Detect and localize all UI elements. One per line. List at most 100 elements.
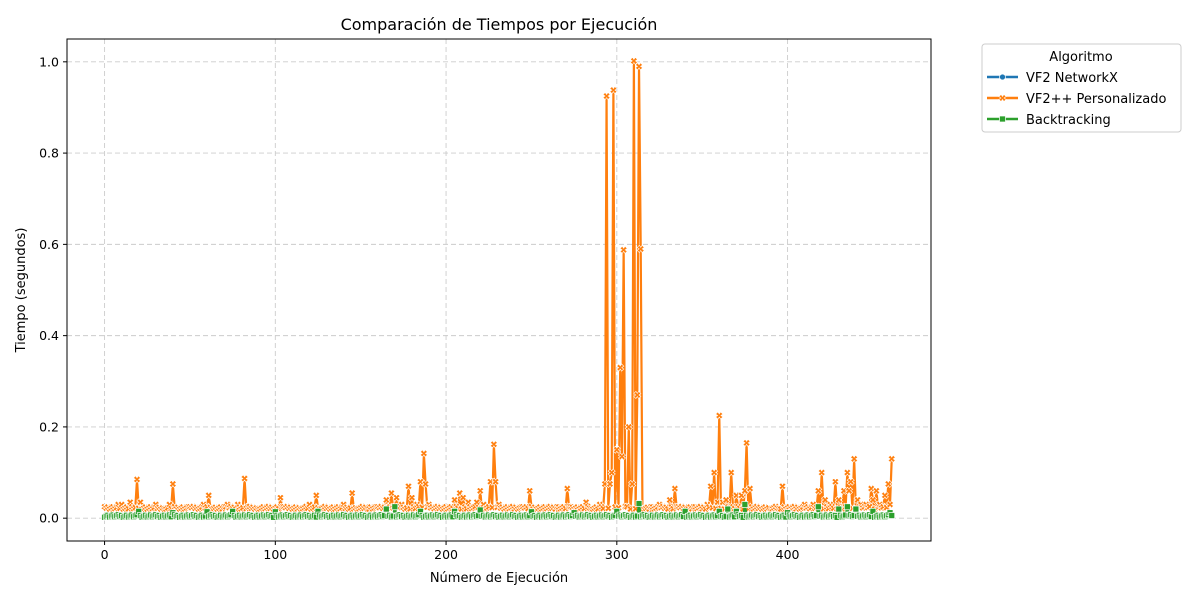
y-tick-label: 0.0 <box>39 511 59 526</box>
data-point <box>204 491 213 500</box>
data-point <box>168 479 177 489</box>
data-point <box>450 495 459 504</box>
legend-frame <box>981 43 1182 133</box>
data-point <box>872 486 881 495</box>
series-line <box>103 59 893 513</box>
data-point <box>629 56 638 65</box>
plot-frame <box>66 38 932 542</box>
y-tick-label: 0.4 <box>39 328 59 343</box>
data-point <box>476 486 485 495</box>
data-point <box>778 482 787 491</box>
grid <box>67 39 931 541</box>
data-point <box>834 495 843 504</box>
data-point <box>634 62 644 71</box>
data-point <box>844 486 854 495</box>
data-point <box>605 479 615 489</box>
y-tick-label: 0.6 <box>39 237 59 252</box>
y-tick-label: 1.0 <box>39 54 59 69</box>
data-point <box>724 505 732 513</box>
data-point <box>850 454 859 463</box>
data-point <box>491 477 500 486</box>
data-point <box>814 486 823 495</box>
data-point <box>276 493 285 502</box>
legend-entry: VF2++ Personalizado <box>987 92 1166 107</box>
data-point <box>831 477 840 486</box>
axis-ticks: 0 100 200 300 400 0.0 0.2 0.4 0.6 0.8 1.0 <box>39 54 799 562</box>
series-backtracking <box>101 500 896 521</box>
data-point <box>710 468 719 477</box>
data-point <box>489 440 498 449</box>
data-point <box>392 493 401 502</box>
data-point <box>706 482 715 491</box>
data-point <box>887 454 896 463</box>
data-point <box>884 479 893 489</box>
data-point <box>382 505 390 513</box>
data-point <box>885 500 895 509</box>
data-point <box>240 474 249 483</box>
data-point <box>607 468 616 477</box>
legend-swatch-marker <box>999 115 1006 123</box>
legend-entry: Backtracking <box>987 113 1111 128</box>
data-point <box>633 390 642 400</box>
data-point <box>563 484 572 493</box>
data-point <box>741 501 749 508</box>
legend-label: Backtracking <box>1026 113 1111 128</box>
x-tick-label: 0 <box>101 547 109 562</box>
data-point <box>636 244 645 253</box>
data-point <box>628 479 637 489</box>
data-point <box>312 491 321 500</box>
x-tick-label: 100 <box>263 547 287 562</box>
data-point <box>817 468 826 477</box>
data-point <box>391 503 399 511</box>
y-tick-label: 0.8 <box>39 146 59 161</box>
data-point <box>132 475 142 484</box>
data-point <box>382 495 391 504</box>
data-point <box>419 449 428 458</box>
data-point <box>880 491 889 500</box>
x-tick-label: 300 <box>605 547 629 562</box>
data-point <box>619 245 628 254</box>
data-point <box>727 468 736 477</box>
x-tick-label: 200 <box>434 547 458 562</box>
data-point <box>348 489 357 498</box>
legend-title: Algoritmo <box>1049 50 1112 65</box>
data-point <box>670 484 679 493</box>
data-point <box>616 363 625 372</box>
legend-swatch-marker <box>999 73 1006 81</box>
legend-entry: VF2 NetworkX <box>987 71 1118 86</box>
legend-label: VF2 NetworkX <box>1026 71 1118 86</box>
data-point <box>843 468 852 477</box>
data-point <box>525 486 534 495</box>
x-tick-label: 400 <box>776 547 800 562</box>
chart-title: Comparación de Tiempos por Ejecución <box>341 15 658 34</box>
data-point <box>602 91 611 101</box>
data-point <box>624 422 633 431</box>
series-layer <box>100 56 896 521</box>
data-point <box>635 500 643 507</box>
data-point <box>888 512 896 519</box>
data-point <box>814 503 822 511</box>
data-point <box>852 505 860 513</box>
legend: Algoritmo VF2 NetworkX VF2++ Personalizad… <box>981 43 1182 133</box>
data-point <box>745 484 755 493</box>
legend-label: VF2++ Personalizado <box>1026 92 1166 107</box>
data-point <box>835 505 843 513</box>
series-vf2-personalizado <box>100 56 896 516</box>
data-point <box>404 482 413 491</box>
data-point <box>722 495 731 504</box>
data-point <box>846 477 855 486</box>
y-axis-label: Tiempo (segundos) <box>14 228 29 354</box>
legend-swatch-marker <box>998 93 1007 103</box>
data-point <box>612 445 621 454</box>
x-axis-label: Número de Ejecución <box>430 571 568 586</box>
data-point <box>604 504 613 513</box>
data-point <box>617 452 627 461</box>
data-point <box>609 86 618 95</box>
data-point <box>407 493 416 502</box>
data-point <box>715 411 724 420</box>
data-point <box>843 503 851 511</box>
data-point <box>868 495 878 504</box>
y-tick-label: 0.2 <box>39 419 59 434</box>
data-point <box>742 438 751 447</box>
